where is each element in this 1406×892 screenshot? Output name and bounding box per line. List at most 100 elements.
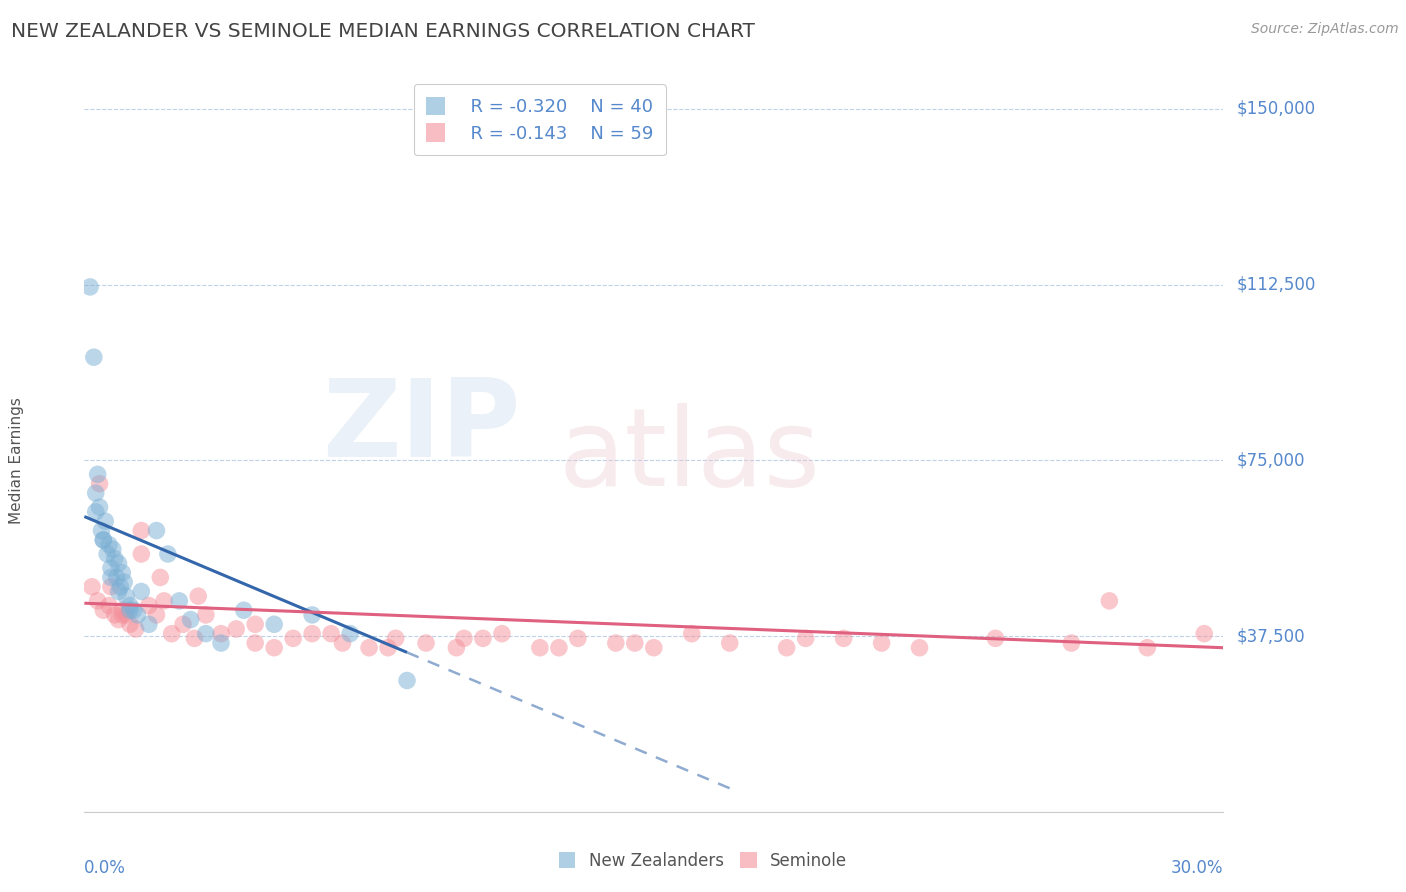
Point xyxy=(446,640,468,655)
Point xyxy=(79,280,101,294)
Point xyxy=(149,570,172,584)
Point xyxy=(359,640,381,655)
Point xyxy=(472,632,495,646)
Point xyxy=(396,673,419,688)
Point xyxy=(209,626,232,640)
Point xyxy=(870,636,893,650)
Point xyxy=(832,632,855,646)
Point xyxy=(90,524,112,538)
Point xyxy=(86,467,108,482)
Point xyxy=(96,547,118,561)
Point xyxy=(94,514,117,528)
Point xyxy=(129,547,153,561)
Point xyxy=(83,350,105,364)
Point xyxy=(1060,636,1083,650)
Point xyxy=(160,626,183,640)
Point xyxy=(107,557,129,571)
Point xyxy=(1098,594,1121,608)
Point xyxy=(122,603,145,617)
Point xyxy=(415,636,437,650)
Point xyxy=(321,626,343,640)
Point xyxy=(681,626,703,640)
Point xyxy=(89,476,111,491)
Point xyxy=(98,538,121,552)
Point xyxy=(794,632,817,646)
Point xyxy=(105,570,128,584)
Text: $150,000: $150,000 xyxy=(1237,100,1316,118)
Point xyxy=(107,584,129,599)
Point xyxy=(194,626,217,640)
Point xyxy=(1194,626,1216,640)
Text: Median Earnings: Median Earnings xyxy=(8,397,24,524)
Point xyxy=(332,636,354,650)
Point xyxy=(93,603,115,617)
Point xyxy=(111,607,134,622)
Text: NEW ZEALANDER VS SEMINOLE MEDIAN EARNINGS CORRELATION CHART: NEW ZEALANDER VS SEMINOLE MEDIAN EARNING… xyxy=(11,22,755,41)
Text: $75,000: $75,000 xyxy=(1237,451,1305,469)
Point xyxy=(232,603,254,617)
Text: $37,500: $37,500 xyxy=(1237,627,1306,645)
Point xyxy=(183,632,205,646)
Point xyxy=(84,486,107,500)
Legend: New Zealanders, Seminole: New Zealanders, Seminole xyxy=(553,846,853,877)
Point xyxy=(225,622,247,636)
Text: 30.0%: 30.0% xyxy=(1171,859,1223,877)
Point xyxy=(115,589,138,603)
Point xyxy=(718,636,741,650)
Point xyxy=(118,617,141,632)
Point xyxy=(377,640,399,655)
Point xyxy=(643,640,665,655)
Point xyxy=(129,584,153,599)
Point xyxy=(129,524,153,538)
Point xyxy=(245,636,267,650)
Point xyxy=(339,626,361,640)
Text: 0.0%: 0.0% xyxy=(84,859,127,877)
Point xyxy=(605,636,627,650)
Legend:   R = -0.320    N = 40,   R = -0.143    N = 59: R = -0.320 N = 40, R = -0.143 N = 59 xyxy=(413,84,666,155)
Point xyxy=(984,632,1007,646)
Point xyxy=(245,617,267,632)
Point xyxy=(93,533,115,547)
Point xyxy=(1136,640,1159,655)
Point xyxy=(263,640,285,655)
Point xyxy=(180,613,202,627)
Point xyxy=(127,607,149,622)
Text: atlas: atlas xyxy=(560,402,821,508)
Point xyxy=(301,626,323,640)
Point xyxy=(107,613,129,627)
Point xyxy=(301,607,323,622)
Point xyxy=(187,589,209,603)
Point xyxy=(169,594,191,608)
Point xyxy=(529,640,551,655)
Point xyxy=(100,580,122,594)
Point xyxy=(156,547,179,561)
Point xyxy=(86,594,108,608)
Point xyxy=(100,561,122,575)
Point xyxy=(124,622,146,636)
Point xyxy=(112,575,135,590)
Point xyxy=(153,594,176,608)
Text: Source: ZipAtlas.com: Source: ZipAtlas.com xyxy=(1251,22,1399,37)
Point xyxy=(209,636,232,650)
Point xyxy=(567,632,589,646)
Point xyxy=(110,580,132,594)
Text: ZIP: ZIP xyxy=(322,375,522,481)
Point xyxy=(548,640,571,655)
Point xyxy=(93,533,115,547)
Point xyxy=(100,570,122,584)
Point xyxy=(104,607,127,622)
Point xyxy=(80,580,103,594)
Point xyxy=(283,632,305,646)
Point xyxy=(172,617,194,632)
Point xyxy=(453,632,475,646)
Point xyxy=(111,603,134,617)
Point xyxy=(138,617,160,632)
Point xyxy=(115,607,138,622)
Point xyxy=(263,617,285,632)
Point xyxy=(111,566,134,580)
Point xyxy=(89,500,111,515)
Point xyxy=(491,626,513,640)
Point xyxy=(118,603,141,617)
Point xyxy=(138,599,160,613)
Point xyxy=(104,551,127,566)
